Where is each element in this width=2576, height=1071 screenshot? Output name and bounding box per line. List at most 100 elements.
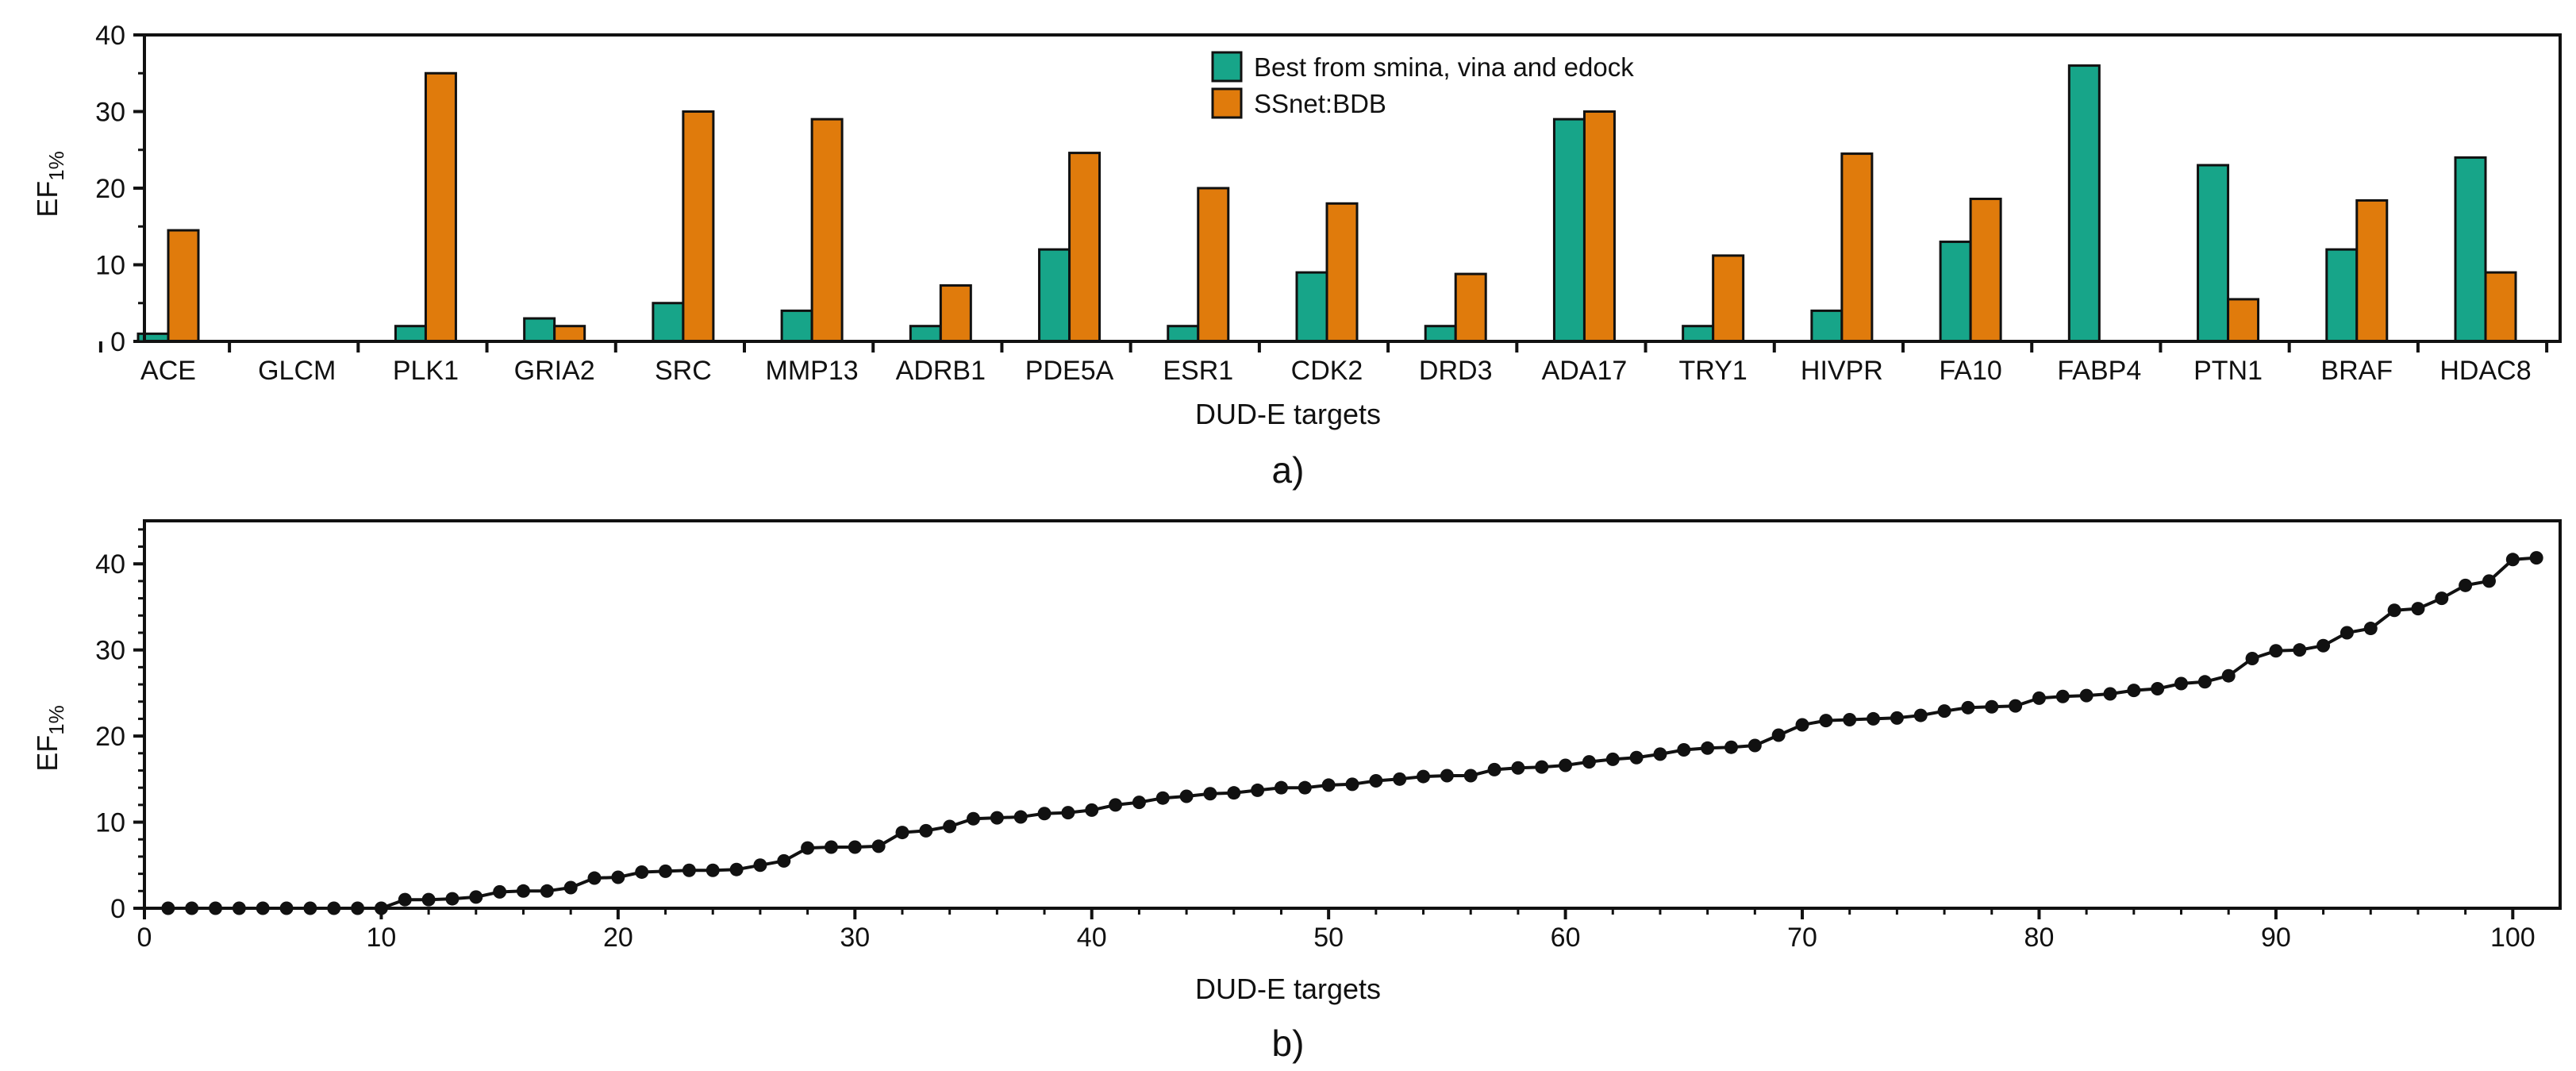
x-axis-b: 0 10 20 30 40 50 60 70 80 90 100 [137, 908, 2536, 953]
data-point [1274, 780, 1288, 795]
data-point [2340, 626, 2354, 640]
y-tick-label: 30 [95, 636, 125, 666]
data-point [398, 892, 412, 907]
data-point [1582, 755, 1596, 769]
data-point [2363, 622, 2378, 636]
data-point [2197, 675, 2212, 689]
data-point [1345, 777, 1359, 792]
bar-best-ptn1 [2197, 164, 2230, 343]
legend-swatch-best [1211, 51, 1243, 83]
data-point [1795, 718, 1809, 732]
x-tick-label: 80 [2024, 923, 2055, 953]
data-point [1559, 758, 1573, 772]
y-axis-title-b-main: EF [31, 735, 63, 772]
bar-ssnet-cdk2 [1325, 202, 1359, 343]
data-point [2151, 681, 2165, 695]
x-tick-label: 40 [1077, 923, 1107, 953]
data-point [2055, 689, 2070, 703]
data-point [2529, 551, 2543, 565]
x-tick-label: SRC [655, 356, 712, 386]
x-tick-label: ADA17 [1542, 356, 1628, 386]
data-point [967, 811, 981, 826]
data-point [445, 892, 459, 906]
bar-ssnet-drd3 [1454, 272, 1487, 343]
y-tick-label: 0 [110, 894, 125, 924]
x-axis-title-a: DUD-E targets [1195, 398, 1381, 430]
data-point [801, 841, 815, 855]
data-point [919, 823, 933, 838]
data-point [2174, 676, 2189, 691]
data-point [659, 864, 673, 878]
series-line [167, 556, 2537, 910]
bar-best-esr1 [1167, 325, 1200, 343]
data-point [2435, 591, 2449, 606]
data-point [1203, 787, 1217, 801]
data-point [1013, 810, 1028, 824]
bar-best-mmp13 [780, 309, 813, 343]
x-tick-label: CDK2 [1291, 356, 1363, 386]
x-tick-label: 60 [1551, 923, 1581, 953]
bar-best-fa10 [1939, 241, 1972, 343]
bar-best-pde5a [1038, 248, 1071, 343]
data-point [1747, 738, 1762, 753]
data-point [824, 840, 838, 854]
data-point [706, 863, 720, 877]
x-tick-label: ESR1 [1163, 356, 1233, 386]
data-point [2269, 644, 2283, 658]
data-point [1155, 791, 1170, 805]
data-point [1417, 769, 1431, 784]
y-tick-label: 40 [95, 549, 125, 580]
bar-ssnet-ada17 [1582, 110, 1616, 343]
data-point [1298, 780, 1312, 795]
data-point [1251, 783, 1265, 797]
x-tick-label: HIVPR [1801, 356, 1883, 386]
bar-ssnet-ptn1 [2227, 298, 2260, 343]
bar-best-hivpr [1810, 309, 1844, 343]
bar-chart-panel: 0 10 20 30 40 ACE GLCM PLK1 GRIA2 SRC MMP13 ADRB1 P… [31, 21, 2562, 491]
x-tick-label: PDE5A [1025, 356, 1114, 386]
data-point [1605, 752, 1620, 766]
data-point [1867, 711, 1881, 726]
bar-best-fabp4 [2067, 64, 2101, 343]
legend: Best from smina, vina and edock SSnet:BD… [1211, 51, 1634, 119]
bar-best-try1 [1682, 325, 1715, 343]
data-point [2459, 578, 2473, 592]
bar-ssnet-ace [167, 229, 200, 343]
data-point [1819, 714, 1833, 728]
data-point [1771, 728, 1786, 742]
x-tick-label: ACE [140, 356, 196, 386]
data-point [2103, 687, 2117, 701]
data-point [1653, 747, 1667, 761]
x-axis-a: ACE GLCM PLK1 GRIA2 SRC MMP13 ADRB1 PDE5A ESR1 CD… [98, 341, 2549, 386]
y-axis-title-b: EF1% [31, 705, 68, 772]
y-tick-label: 0 [110, 327, 125, 357]
x-tick-label: 20 [603, 923, 633, 953]
x-tick-label: 0 [137, 923, 152, 953]
x-tick-label: FA10 [1939, 356, 2001, 386]
data-point [2482, 574, 2496, 588]
data-point [635, 865, 649, 879]
data-point [563, 880, 578, 895]
data-point [2079, 688, 2093, 703]
data-point [1085, 803, 1099, 817]
x-tick-label: MMP13 [766, 356, 859, 386]
bar-best-adrb1 [909, 325, 942, 343]
data-point [1843, 713, 1857, 727]
bar-series-group [136, 64, 2517, 343]
data-point [421, 892, 436, 907]
y-axis-a: 0 10 20 30 40 [95, 21, 144, 357]
data-point [1393, 772, 1407, 786]
x-tick-label: 90 [2261, 923, 2291, 953]
y-tick-label: 10 [95, 808, 125, 838]
bar-ssnet-hdac8 [2484, 271, 2517, 343]
panel-label-a: a) [1272, 449, 1305, 491]
x-tick-label: 10 [367, 923, 397, 953]
data-point [943, 819, 957, 834]
bar-best-ada17 [1552, 118, 1586, 343]
data-point [729, 862, 744, 876]
data-point [1321, 778, 1336, 792]
bar-ssnet-try1 [1712, 254, 1745, 343]
y-axis-title-a-main: EF [31, 181, 63, 218]
x-axis-title-b: DUD-E targets [1195, 973, 1381, 1005]
